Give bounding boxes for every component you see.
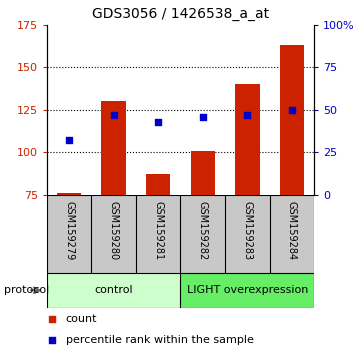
- Text: count: count: [66, 314, 97, 324]
- Point: [289, 107, 295, 113]
- Bar: [57, 193, 82, 195]
- Title: GDS3056 / 1426538_a_at: GDS3056 / 1426538_a_at: [92, 7, 269, 21]
- Point: [66, 137, 72, 143]
- Text: GSM159279: GSM159279: [64, 201, 74, 260]
- Text: GSM159282: GSM159282: [198, 201, 208, 260]
- Text: protocol: protocol: [4, 285, 49, 295]
- Bar: [279, 45, 304, 195]
- Bar: [146, 174, 170, 195]
- Text: GSM159284: GSM159284: [287, 201, 297, 260]
- Point: [49, 316, 55, 321]
- Text: GSM159283: GSM159283: [242, 201, 252, 260]
- Text: LIGHT overexpression: LIGHT overexpression: [187, 285, 308, 295]
- Point: [111, 112, 117, 118]
- Bar: [235, 84, 260, 195]
- Bar: [180, 273, 314, 308]
- Text: GSM159281: GSM159281: [153, 201, 163, 260]
- Bar: [191, 150, 215, 195]
- Point: [49, 337, 55, 343]
- Text: GSM159280: GSM159280: [109, 201, 119, 260]
- Bar: [47, 273, 180, 308]
- Point: [200, 114, 206, 119]
- Text: percentile rank within the sample: percentile rank within the sample: [66, 335, 253, 345]
- Text: control: control: [95, 285, 133, 295]
- Point: [155, 119, 161, 125]
- Point: [244, 112, 250, 118]
- Bar: [101, 101, 126, 195]
